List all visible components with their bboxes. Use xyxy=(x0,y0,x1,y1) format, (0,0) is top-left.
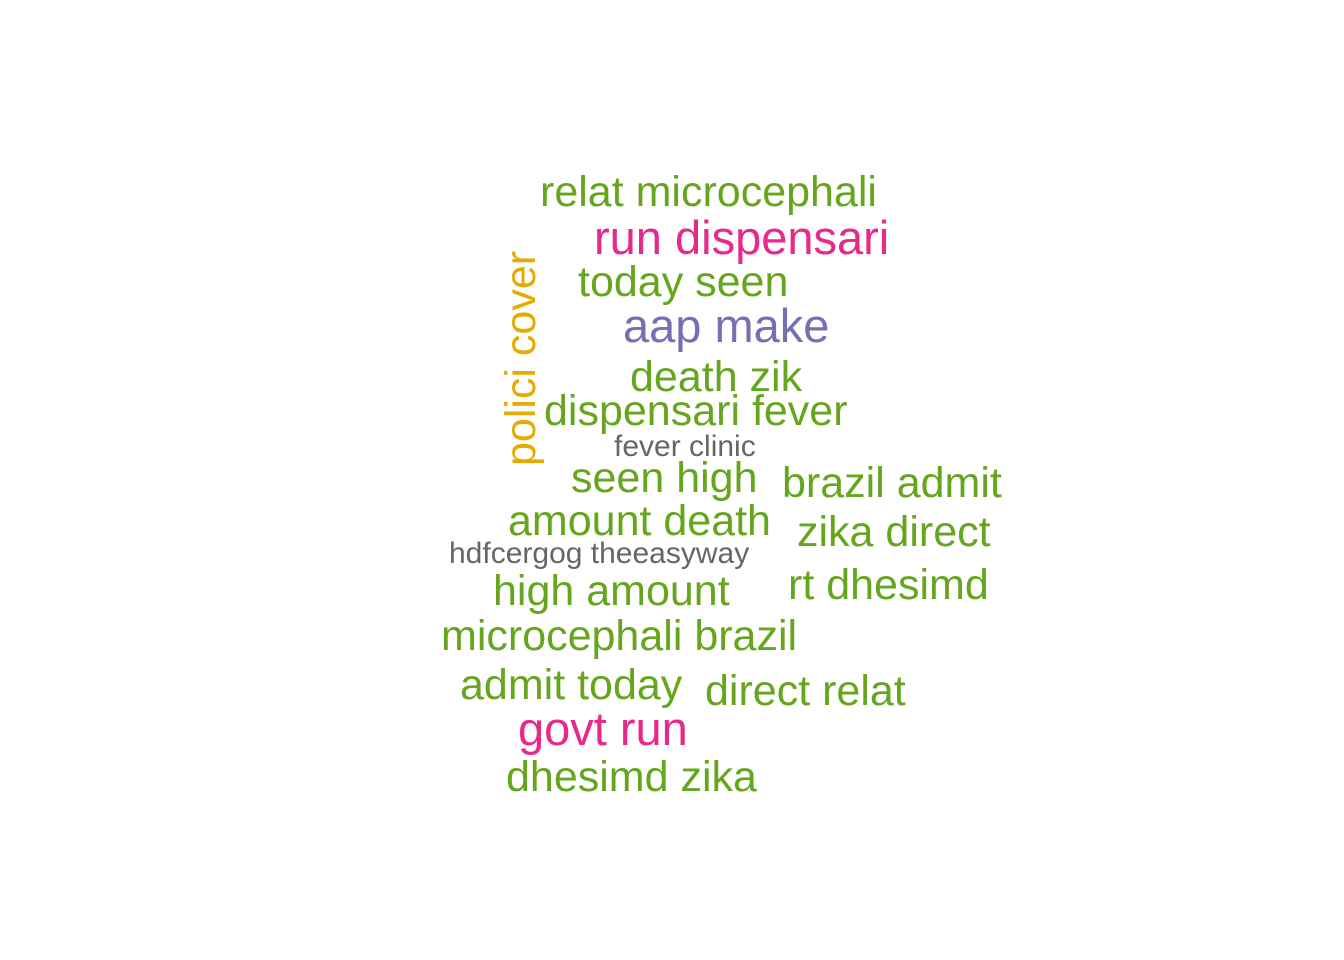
word: aap make xyxy=(623,299,830,352)
word: brazil admit xyxy=(782,459,1002,507)
word: death zik xyxy=(630,353,803,401)
word: microcephali brazil xyxy=(441,612,798,660)
word: today seen xyxy=(578,258,789,306)
word: admit today xyxy=(460,661,683,709)
word: dhesimd zika xyxy=(506,753,757,801)
word: amount death xyxy=(508,497,771,545)
word: govt run xyxy=(518,702,688,755)
word: zika direct xyxy=(797,508,991,556)
word: relat microcephali xyxy=(540,168,877,216)
word: hdfcergog theeasyway xyxy=(449,537,750,570)
word: high amount xyxy=(493,567,730,615)
word: seen high xyxy=(571,454,758,502)
word: dispensari fever xyxy=(544,387,848,435)
word: fever clinic xyxy=(614,430,756,463)
word: run dispensari xyxy=(594,211,890,264)
word: rt dhesimd xyxy=(788,561,989,609)
word-vertical: polici cover xyxy=(497,250,545,466)
word: direct relat xyxy=(705,667,906,715)
